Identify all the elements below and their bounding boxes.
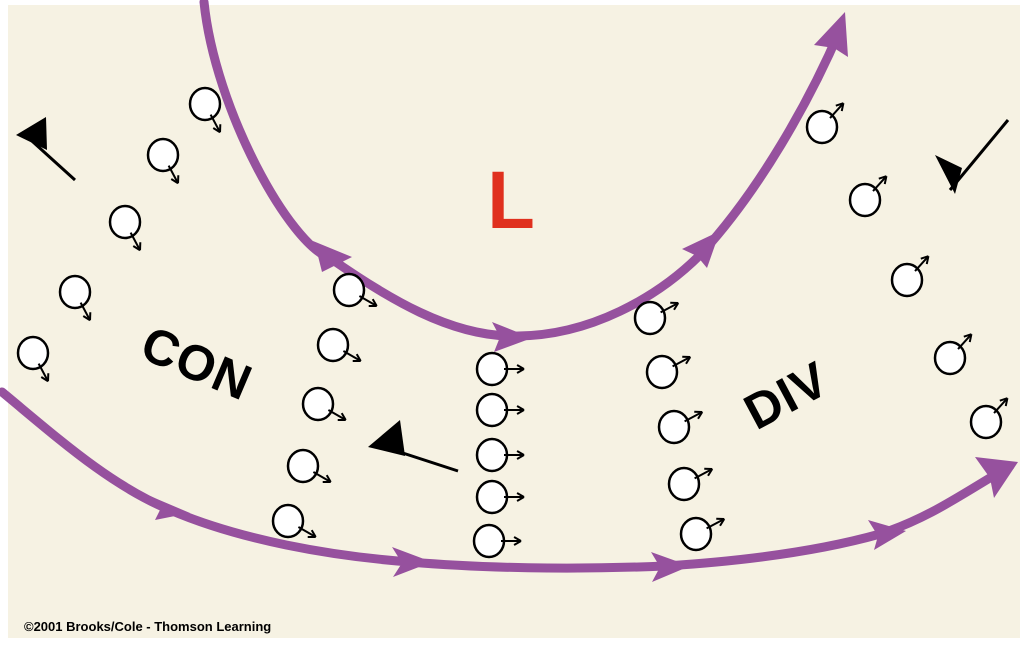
air-parcel-icon [645, 354, 692, 390]
wind-barb-icon [935, 119, 1010, 194]
streamline-arrowhead [975, 457, 1018, 498]
wind-barb-icon [16, 117, 77, 182]
air-parcel-icon [805, 102, 845, 145]
air-parcel-icon [58, 274, 92, 322]
streamline-arrowhead [492, 322, 532, 352]
streamline-arrowhead [814, 12, 848, 57]
streamline-arrowhead [313, 241, 352, 272]
air-parcel-icon [969, 397, 1009, 440]
air-parcel-icon [301, 386, 347, 422]
air-parcel-icon [332, 272, 378, 308]
air-parcel-icon [316, 327, 362, 363]
air-parcel-icon [667, 466, 714, 502]
air-parcel-icon [16, 335, 50, 383]
low-pressure-label: L [487, 155, 535, 246]
air-parcel-icon [475, 351, 525, 387]
air-parcel-icon [475, 479, 525, 515]
streamline-arrowhead [150, 496, 190, 520]
air-parcel-icon [890, 255, 930, 298]
streamline-arrowhead [651, 552, 690, 582]
air-parcel-icon [475, 437, 525, 473]
copyright-credit: ©2001 Brooks/Cole - Thomson Learning [24, 619, 272, 634]
diagram-background [8, 5, 1020, 638]
air-parcel-icon [633, 300, 680, 336]
streamline-arrowhead [868, 520, 906, 550]
air-parcel-icon [657, 409, 704, 445]
air-parcel-icon [475, 392, 525, 428]
wind-barb-icon [368, 420, 459, 473]
streamline-arrowhead [682, 231, 720, 268]
streamline-arrowhead [392, 547, 432, 577]
air-parcel-icon [108, 204, 142, 252]
air-parcel-icon [146, 137, 180, 185]
air-particles [16, 86, 1009, 559]
air-parcel-icon [188, 86, 222, 134]
air-parcel-icon [848, 175, 888, 218]
air-parcel-icon [472, 523, 522, 559]
air-parcel-icon [933, 333, 973, 376]
air-parcel-icon [271, 503, 317, 539]
air-parcel-icon [286, 448, 332, 484]
air-parcel-icon [679, 516, 726, 552]
